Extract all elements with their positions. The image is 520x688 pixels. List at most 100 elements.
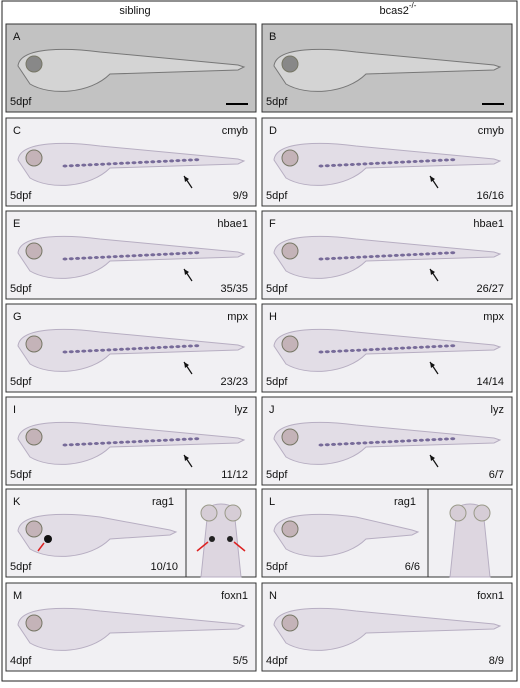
stain [381, 347, 387, 351]
stain [374, 440, 380, 444]
fish-body [17, 421, 246, 465]
fish-body [17, 513, 178, 557]
arrow-head [430, 269, 435, 275]
panel-letter: A [13, 31, 21, 43]
stain [81, 442, 87, 446]
stain [450, 251, 456, 255]
fish-body [273, 328, 502, 372]
stain [137, 439, 143, 443]
stain [374, 347, 380, 351]
stage-label: 5dpf [266, 283, 288, 295]
stain [118, 347, 124, 351]
panel-letter: K [13, 496, 21, 508]
stain [137, 160, 143, 164]
stain [125, 347, 131, 351]
stain [162, 252, 168, 256]
stain [450, 437, 456, 441]
stain [406, 346, 412, 350]
stain [337, 442, 343, 446]
stain [125, 440, 131, 444]
stain [387, 254, 393, 258]
gene-label: foxn1 [477, 590, 504, 602]
stain [93, 163, 99, 166]
stain [368, 348, 374, 352]
stain [187, 437, 193, 441]
stain [131, 161, 137, 165]
stain [118, 161, 124, 165]
gene-label: lyz [235, 404, 248, 416]
stain [431, 438, 437, 442]
arrow [196, 541, 209, 552]
panel: J 5dpf lyz 6/7 [261, 396, 513, 486]
stain [144, 346, 150, 350]
panel-letter: M [13, 590, 22, 602]
stain [187, 344, 193, 348]
stain [425, 159, 431, 163]
stain [412, 439, 418, 442]
stain [324, 443, 330, 447]
thymus [209, 536, 215, 542]
arrow [37, 542, 45, 552]
panel: L 5dpf rag1 6/6 [261, 488, 513, 578]
stain [362, 255, 368, 259]
stain [362, 441, 368, 445]
fish-eye [25, 335, 43, 353]
stain [93, 349, 99, 352]
stain [175, 252, 181, 256]
stain [187, 251, 193, 255]
stain [337, 163, 343, 167]
stain [431, 159, 437, 163]
fish-eye [281, 335, 299, 353]
stain [356, 162, 362, 166]
arrow-head [430, 362, 435, 368]
stain [381, 440, 387, 444]
stain [175, 345, 181, 349]
arrow-head [184, 362, 189, 368]
stain [400, 346, 406, 350]
arrow-head [430, 455, 435, 461]
stage-label: 5dpf [266, 561, 288, 573]
fish-eye [281, 614, 299, 632]
stain [169, 159, 175, 163]
stain [100, 255, 106, 259]
embryo-count: 23/23 [220, 376, 248, 388]
stain [343, 163, 349, 167]
stain [194, 251, 200, 255]
arrow-head [184, 455, 189, 461]
stain [75, 442, 81, 446]
stain [156, 160, 162, 163]
stain [362, 348, 368, 352]
stain [343, 256, 349, 260]
stain [450, 158, 456, 162]
stain [87, 442, 93, 446]
stain [162, 159, 168, 163]
stage-label: 5dpf [266, 96, 288, 108]
stain [81, 349, 87, 353]
stain [62, 443, 68, 447]
stain [331, 349, 337, 353]
gene-label: hbae1 [217, 218, 248, 230]
fish-eye [25, 520, 43, 538]
gene-label: foxn1 [221, 590, 248, 602]
panel-letter: H [269, 311, 277, 323]
stain [156, 346, 162, 349]
stain [349, 163, 355, 166]
stain [169, 345, 175, 349]
fish-eye [25, 55, 43, 73]
stain [162, 345, 168, 349]
stain [181, 344, 187, 348]
gene-label: cmyb [222, 125, 248, 137]
fish-eye [449, 504, 467, 522]
stage-label: 5dpf [10, 283, 32, 295]
stain [175, 438, 181, 442]
stain [400, 160, 406, 164]
panel-letter: F [269, 218, 276, 230]
stain [349, 442, 355, 445]
stage-label: 5dpf [10, 469, 32, 481]
stain [343, 349, 349, 353]
stain [125, 161, 131, 165]
stain [425, 438, 431, 442]
fish-body [273, 48, 502, 92]
